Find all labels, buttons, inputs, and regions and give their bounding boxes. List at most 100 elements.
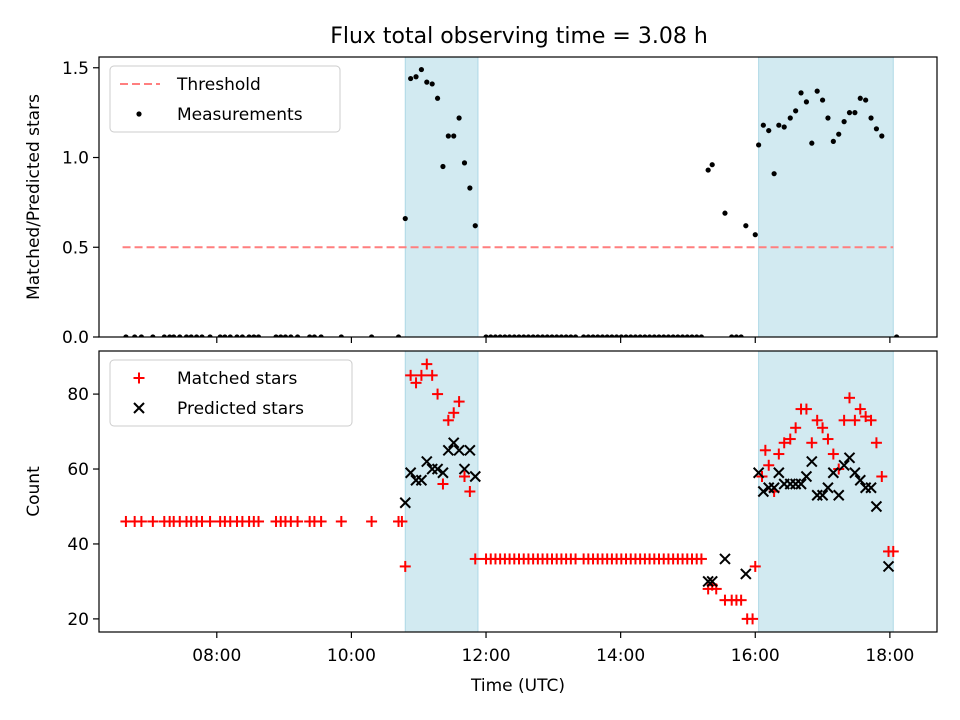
measurement-point bbox=[614, 334, 620, 337]
measurement-point bbox=[733, 334, 740, 337]
measurement-point bbox=[273, 334, 279, 337]
measurement-point bbox=[852, 110, 858, 116]
matched-star-point bbox=[759, 444, 771, 456]
measurement-point bbox=[167, 334, 173, 337]
matched-star-point bbox=[453, 396, 465, 408]
measurement-point bbox=[656, 334, 662, 337]
plot-area bbox=[122, 57, 900, 337]
measurement-point bbox=[798, 90, 804, 96]
matched-star-point bbox=[887, 545, 899, 557]
legend-label: Matched stars bbox=[177, 369, 297, 389]
matched-star-point bbox=[421, 358, 433, 370]
matched-star-point bbox=[843, 392, 855, 404]
measurement-point bbox=[752, 232, 758, 238]
measurement-point bbox=[670, 334, 676, 337]
predicted-star-point bbox=[854, 474, 866, 486]
measurement-point bbox=[451, 133, 457, 139]
measurement-point bbox=[161, 334, 167, 337]
legend-matched-swatch bbox=[133, 372, 145, 384]
x-tick-label: 12:00 bbox=[462, 646, 511, 666]
x-tick-label: 18:00 bbox=[865, 646, 914, 666]
measurement-point bbox=[679, 334, 686, 337]
measurement-point bbox=[222, 334, 228, 337]
matched-star-point bbox=[735, 594, 747, 606]
matched-star-point bbox=[838, 414, 850, 426]
measurement-point bbox=[278, 334, 284, 337]
measurement-point bbox=[461, 160, 468, 166]
measurement-point bbox=[830, 138, 836, 144]
measurement-point bbox=[183, 334, 190, 337]
predicted-star-point bbox=[800, 470, 813, 483]
predicted-star-point bbox=[464, 444, 476, 456]
measurement-point bbox=[618, 334, 624, 337]
legend: Matched stars Predicted stars bbox=[109, 359, 353, 427]
y-axis-label: Matched/Predicted stars bbox=[24, 94, 44, 300]
matched-star-point bbox=[135, 515, 147, 527]
matched-star-point bbox=[432, 388, 444, 400]
measurement-point bbox=[311, 334, 317, 337]
matched-star-point bbox=[253, 515, 265, 527]
matched-star-point bbox=[396, 515, 408, 527]
matched-star-point bbox=[405, 369, 417, 381]
measurement-point bbox=[294, 334, 301, 337]
measurement-point bbox=[521, 334, 527, 337]
measurement-point bbox=[408, 75, 414, 82]
measurement-point bbox=[803, 99, 810, 105]
measurement-point bbox=[738, 334, 744, 337]
predicted-star-point bbox=[702, 575, 714, 588]
y-tick-label: 80 bbox=[67, 385, 89, 405]
matched-star-point bbox=[292, 515, 304, 527]
matched-star-point bbox=[399, 560, 411, 572]
measurement-point bbox=[836, 131, 842, 137]
measurement-point bbox=[456, 115, 462, 121]
measurement-point bbox=[307, 334, 313, 337]
measurement-point bbox=[868, 115, 874, 121]
legend-predicted-swatch bbox=[133, 402, 145, 414]
measurement-point bbox=[581, 334, 587, 337]
predicted-star-point bbox=[458, 463, 471, 475]
measurement-point bbox=[282, 334, 289, 337]
matched-star-point bbox=[822, 433, 834, 445]
predicted-star-point bbox=[816, 489, 829, 501]
measurement-point bbox=[207, 334, 213, 337]
measurement-point bbox=[568, 334, 574, 337]
measurement-point bbox=[492, 334, 499, 337]
matched-star-point bbox=[335, 515, 347, 527]
matched-star-point bbox=[790, 422, 802, 434]
predicted-star-point bbox=[757, 485, 770, 498]
measurement-point bbox=[572, 334, 579, 337]
x-tick-label: 14:00 bbox=[596, 646, 645, 666]
matched-star-point bbox=[833, 463, 845, 475]
x-tick-label: 10:00 bbox=[327, 646, 376, 666]
measurement-point bbox=[863, 97, 869, 103]
matched-star-point bbox=[448, 407, 460, 419]
matched-star-point bbox=[773, 448, 785, 460]
y-tick-label: 0.0 bbox=[62, 328, 89, 348]
measurement-point bbox=[590, 334, 596, 337]
predicted-star-point bbox=[806, 455, 818, 468]
measurement-point bbox=[472, 223, 478, 229]
measurement-point bbox=[585, 334, 591, 337]
measurement-point bbox=[894, 334, 900, 337]
predicted-star-point bbox=[740, 568, 752, 580]
measurement-point bbox=[193, 334, 200, 337]
predicted-star-point bbox=[752, 467, 765, 479]
y-axis-label: Count bbox=[24, 466, 44, 517]
measurement-point bbox=[722, 210, 728, 216]
measurement-point bbox=[239, 334, 245, 337]
measurement-point bbox=[535, 334, 541, 337]
legend-label: Threshold bbox=[176, 75, 261, 95]
predicted-star-point bbox=[421, 455, 433, 468]
matched-star-point bbox=[784, 433, 796, 445]
predicted-star-point bbox=[827, 467, 840, 479]
measurement-point bbox=[846, 110, 853, 116]
y-tick-label: 0.5 bbox=[62, 238, 89, 258]
measurement-point bbox=[554, 334, 560, 337]
x-tick-label: 16:00 bbox=[731, 646, 780, 666]
measurement-point bbox=[188, 334, 194, 337]
measurement-point bbox=[502, 334, 508, 337]
measurement-point bbox=[467, 185, 473, 191]
matched-star-point bbox=[147, 515, 159, 527]
measurement-point bbox=[694, 334, 700, 337]
matched-star-point bbox=[749, 560, 761, 572]
